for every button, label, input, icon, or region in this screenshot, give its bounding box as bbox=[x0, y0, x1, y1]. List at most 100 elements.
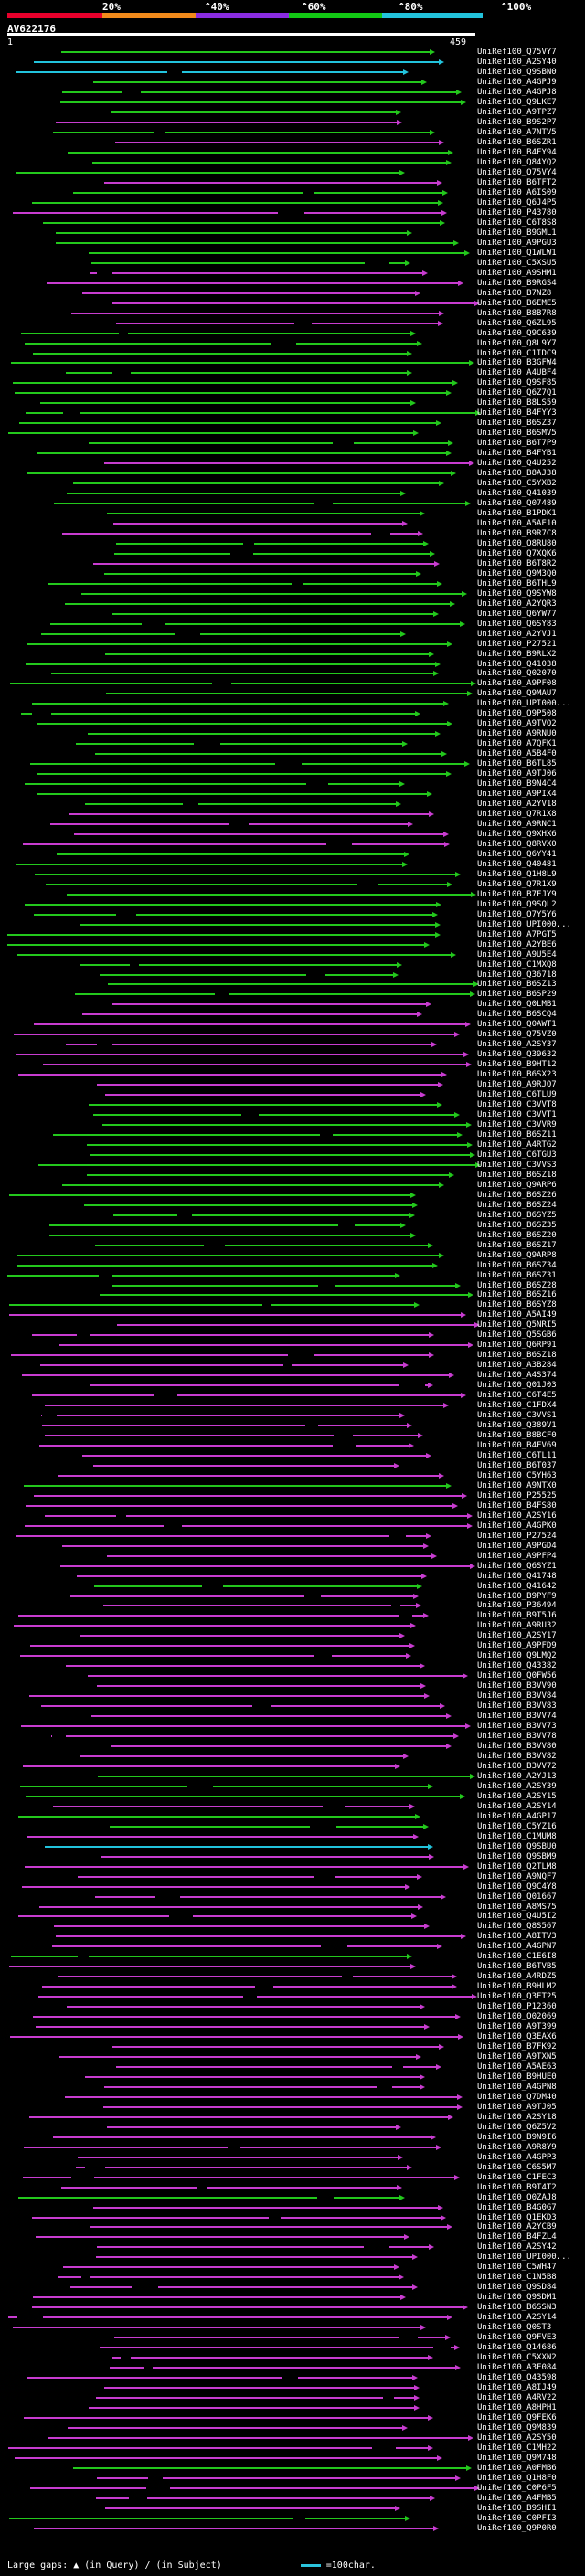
hit-label[interactable]: UniRef100_B6SMV5 bbox=[477, 429, 557, 438]
hit-label[interactable]: UniRef100_A9PFP4 bbox=[477, 1552, 557, 1561]
hit-label[interactable]: UniRef100_Q3EAX6 bbox=[477, 2032, 557, 2041]
hit-label[interactable]: UniRef100_Q0ZAJ8 bbox=[477, 2193, 557, 2202]
hit-label[interactable]: UniRef100_Q39632 bbox=[477, 1050, 557, 1059]
hit-label[interactable]: UniRef100_C1MH22 bbox=[477, 2443, 557, 2453]
hit-label[interactable]: UniRef100_A9TVQ2 bbox=[477, 719, 557, 728]
hit-label[interactable]: UniRef100_C3VVS1 bbox=[477, 1411, 557, 1420]
hit-label[interactable]: UniRef100_Q1H8F0 bbox=[477, 2474, 557, 2483]
hit-label[interactable]: UniRef100_A2SY18 bbox=[477, 2113, 557, 2122]
hit-label[interactable]: UniRef100_A2SY42 bbox=[477, 2242, 557, 2252]
hit-label[interactable]: UniRef100_B6EME5 bbox=[477, 299, 557, 308]
hit-label[interactable]: UniRef100_B6TFT2 bbox=[477, 178, 557, 187]
hit-label[interactable]: UniRef100_Q9LMQ2 bbox=[477, 1651, 557, 1660]
hit-label[interactable]: UniRef100_A2YBE6 bbox=[477, 940, 557, 949]
hit-label[interactable]: UniRef100_UPI000... bbox=[477, 2253, 571, 2262]
hit-label[interactable]: UniRef100_Q2TLM8 bbox=[477, 1862, 557, 1871]
hit-label[interactable]: UniRef100_B4FV69 bbox=[477, 1441, 557, 1450]
hit-label[interactable]: UniRef100_A8IJ49 bbox=[477, 2383, 557, 2392]
hit-label[interactable]: UniRef100_C1E6I8 bbox=[477, 1952, 557, 1961]
hit-label[interactable]: UniRef100_Q4U252 bbox=[477, 459, 557, 468]
hit-label[interactable]: UniRef100_Q75VY7 bbox=[477, 48, 557, 57]
hit-label[interactable]: UniRef100_A2SY39 bbox=[477, 1782, 557, 1791]
hit-label[interactable]: UniRef100_A4GPP3 bbox=[477, 2153, 557, 2162]
hit-label[interactable]: UniRef100_Q9C639 bbox=[477, 329, 557, 338]
hit-label[interactable]: UniRef100_B6SP29 bbox=[477, 990, 557, 999]
hit-label[interactable]: UniRef100_A9PGU3 bbox=[477, 239, 557, 248]
hit-label[interactable]: UniRef100_A5AE63 bbox=[477, 2062, 557, 2072]
hit-label[interactable]: UniRef100_C1FDX4 bbox=[477, 1401, 557, 1410]
hit-label[interactable]: UniRef100_P12360 bbox=[477, 2002, 557, 2011]
hit-label[interactable]: UniRef100_C5YZ16 bbox=[477, 1822, 557, 1831]
hit-label[interactable]: UniRef100_P43780 bbox=[477, 208, 557, 217]
hit-label[interactable]: UniRef100_A9TXN5 bbox=[477, 2052, 557, 2062]
hit-label[interactable]: UniRef100_Q9XHX6 bbox=[477, 830, 557, 839]
hit-label[interactable]: UniRef100_A2SY17 bbox=[477, 1631, 557, 1640]
hit-label[interactable]: UniRef100_C3VVR9 bbox=[477, 1120, 557, 1129]
hit-label[interactable]: UniRef100_B6SZ28 bbox=[477, 1281, 557, 1290]
hit-label[interactable]: UniRef100_B7FK92 bbox=[477, 2042, 557, 2051]
hit-label[interactable]: UniRef100_C0PFI3 bbox=[477, 2514, 557, 2523]
hit-label[interactable]: UniRef100_Q1H8L9 bbox=[477, 870, 557, 879]
hit-label[interactable]: UniRef100_B6SZ34 bbox=[477, 1261, 557, 1270]
hit-label[interactable]: UniRef100_B1PDK1 bbox=[477, 509, 557, 518]
hit-label[interactable]: UniRef100_Q36718 bbox=[477, 970, 557, 980]
hit-label[interactable]: UniRef100_Q0LMB1 bbox=[477, 1000, 557, 1009]
hit-label[interactable]: UniRef100_C3VVS3 bbox=[477, 1161, 557, 1170]
hit-label[interactable]: UniRef100_B3VV82 bbox=[477, 1752, 557, 1761]
hit-label[interactable]: UniRef100_Q41038 bbox=[477, 660, 557, 669]
hit-label[interactable]: UniRef100_Q9LKE7 bbox=[477, 98, 557, 107]
hit-label[interactable]: UniRef100_C1MUM8 bbox=[477, 1832, 557, 1841]
hit-label[interactable]: UniRef100_A2YJ13 bbox=[477, 1772, 557, 1781]
hit-label[interactable]: UniRef100_B6T7P9 bbox=[477, 439, 557, 448]
hit-label[interactable]: UniRef100_Q7DM40 bbox=[477, 2093, 557, 2102]
hit-label[interactable]: UniRef100_A4GPN7 bbox=[477, 1942, 557, 1951]
hit-label[interactable]: UniRef100_B9HT12 bbox=[477, 1060, 557, 1069]
hit-label[interactable]: UniRef100_Q6YW77 bbox=[477, 610, 557, 619]
hit-label[interactable]: UniRef100_C1IDC9 bbox=[477, 349, 557, 358]
hit-label[interactable]: UniRef100_B9T4T2 bbox=[477, 2183, 557, 2192]
hit-label[interactable]: UniRef100_A3B284 bbox=[477, 1361, 557, 1370]
hit-label[interactable]: UniRef100_Q40481 bbox=[477, 860, 557, 869]
hit-label[interactable]: UniRef100_C5WH47 bbox=[477, 2263, 557, 2272]
hit-label[interactable]: UniRef100_C3VVT8 bbox=[477, 1100, 557, 1109]
hit-label[interactable]: UniRef100_B6T037 bbox=[477, 1461, 557, 1470]
hit-label[interactable]: UniRef100_C6TGU3 bbox=[477, 1150, 557, 1160]
hit-label[interactable]: UniRef100_Q7XQK6 bbox=[477, 549, 557, 558]
hit-label[interactable]: UniRef100_Q0ST3 bbox=[477, 2323, 552, 2332]
hit-label[interactable]: UniRef100_B3GFW4 bbox=[477, 358, 557, 367]
hit-label[interactable]: UniRef100_B3VV74 bbox=[477, 1712, 557, 1721]
hit-label[interactable]: UniRef100_Q9C4Y8 bbox=[477, 1882, 557, 1892]
hit-label[interactable]: UniRef100_B3VV90 bbox=[477, 1681, 557, 1691]
hit-label[interactable]: UniRef100_B9SHI1 bbox=[477, 2504, 557, 2513]
hit-label[interactable]: UniRef100_A2SY14 bbox=[477, 1802, 557, 1811]
hit-label[interactable]: UniRef100_A4GPN8 bbox=[477, 2083, 557, 2092]
hit-label[interactable]: UniRef100_B9PYF9 bbox=[477, 1592, 557, 1601]
hit-label[interactable]: UniRef100_B9HUE0 bbox=[477, 2072, 557, 2082]
hit-label[interactable]: UniRef100_Q8RU80 bbox=[477, 539, 557, 548]
hit-label[interactable]: UniRef100_A2YVJ1 bbox=[477, 630, 557, 639]
hit-label[interactable]: UniRef100_Q8L9Y7 bbox=[477, 339, 557, 348]
hit-label[interactable]: UniRef100_B7FJY9 bbox=[477, 890, 557, 899]
hit-label[interactable]: UniRef100_A4RTG2 bbox=[477, 1140, 557, 1150]
hit-label[interactable]: UniRef100_B6SZ31 bbox=[477, 1271, 557, 1280]
hit-label[interactable]: UniRef100_Q6SY83 bbox=[477, 620, 557, 629]
hit-label[interactable]: UniRef100_Q75VY4 bbox=[477, 168, 557, 177]
hit-label[interactable]: UniRef100_Q6Z7Q1 bbox=[477, 388, 557, 398]
hit-label[interactable]: UniRef100_C5XSU5 bbox=[477, 259, 557, 268]
hit-label[interactable]: UniRef100_B9N9I6 bbox=[477, 2133, 557, 2142]
hit-label[interactable]: UniRef100_Q7R1X9 bbox=[477, 880, 557, 889]
hit-label[interactable]: UniRef100_B9T5J6 bbox=[477, 1611, 557, 1620]
hit-label[interactable]: UniRef100_A9RJQ7 bbox=[477, 1080, 557, 1089]
hit-label[interactable]: UniRef100_Q5SGB6 bbox=[477, 1330, 557, 1340]
hit-label[interactable]: UniRef100_B6TL85 bbox=[477, 759, 557, 769]
hit-label[interactable]: UniRef100_C6TL11 bbox=[477, 1451, 557, 1460]
hit-label[interactable]: UniRef100_A4S374 bbox=[477, 1371, 557, 1380]
hit-label[interactable]: UniRef100_Q07489 bbox=[477, 499, 557, 508]
hit-label[interactable]: UniRef100_Q14686 bbox=[477, 2343, 557, 2352]
hit-label[interactable]: UniRef100_A9T399 bbox=[477, 2022, 557, 2031]
hit-label[interactable]: UniRef100_Q9SD84 bbox=[477, 2283, 557, 2292]
hit-label[interactable]: UniRef100_B9RLX2 bbox=[477, 650, 557, 659]
hit-label[interactable]: UniRef100_B3VV72 bbox=[477, 1762, 557, 1771]
hit-label[interactable]: UniRef100_B3VV80 bbox=[477, 1742, 557, 1751]
hit-label[interactable]: UniRef100_A2SY14 bbox=[477, 2313, 557, 2322]
